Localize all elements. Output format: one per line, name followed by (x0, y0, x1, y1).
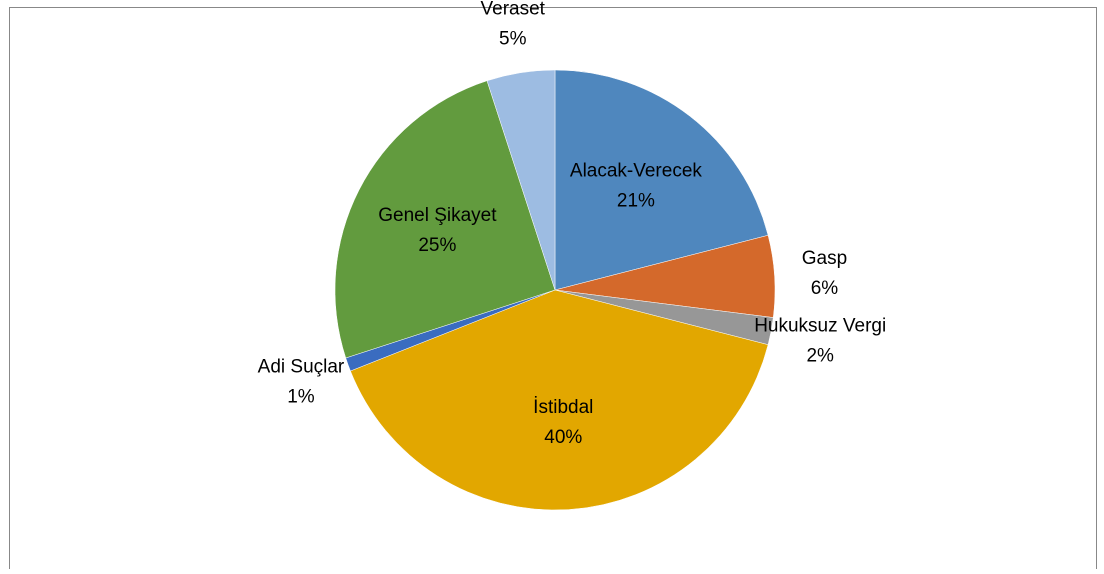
slice-value-label: 5% (499, 28, 527, 49)
slice-label: Hukuksuz Vergi (754, 316, 886, 337)
slice-label: Veraset (481, 0, 546, 19)
slice-value-label: 25% (418, 235, 456, 256)
pie-slice (554, 69, 769, 291)
slice-label: Gasp (802, 248, 847, 269)
slice-value-label: 40% (544, 427, 582, 448)
pie-slice (486, 69, 556, 291)
slice-label: İstibdal (533, 397, 593, 418)
slice-label: Adi Suçlar (258, 356, 345, 377)
slice-value-label: 2% (806, 346, 834, 367)
slice-label: Alacak-Verecek (570, 161, 703, 182)
slice-value-label: 1% (287, 386, 315, 407)
slice-value-label: 6% (811, 278, 839, 299)
pie-slice (334, 80, 556, 359)
slice-label: Genel Şikayet (378, 205, 497, 226)
slice-value-label: 21% (617, 191, 655, 212)
pie-slice (350, 289, 769, 511)
